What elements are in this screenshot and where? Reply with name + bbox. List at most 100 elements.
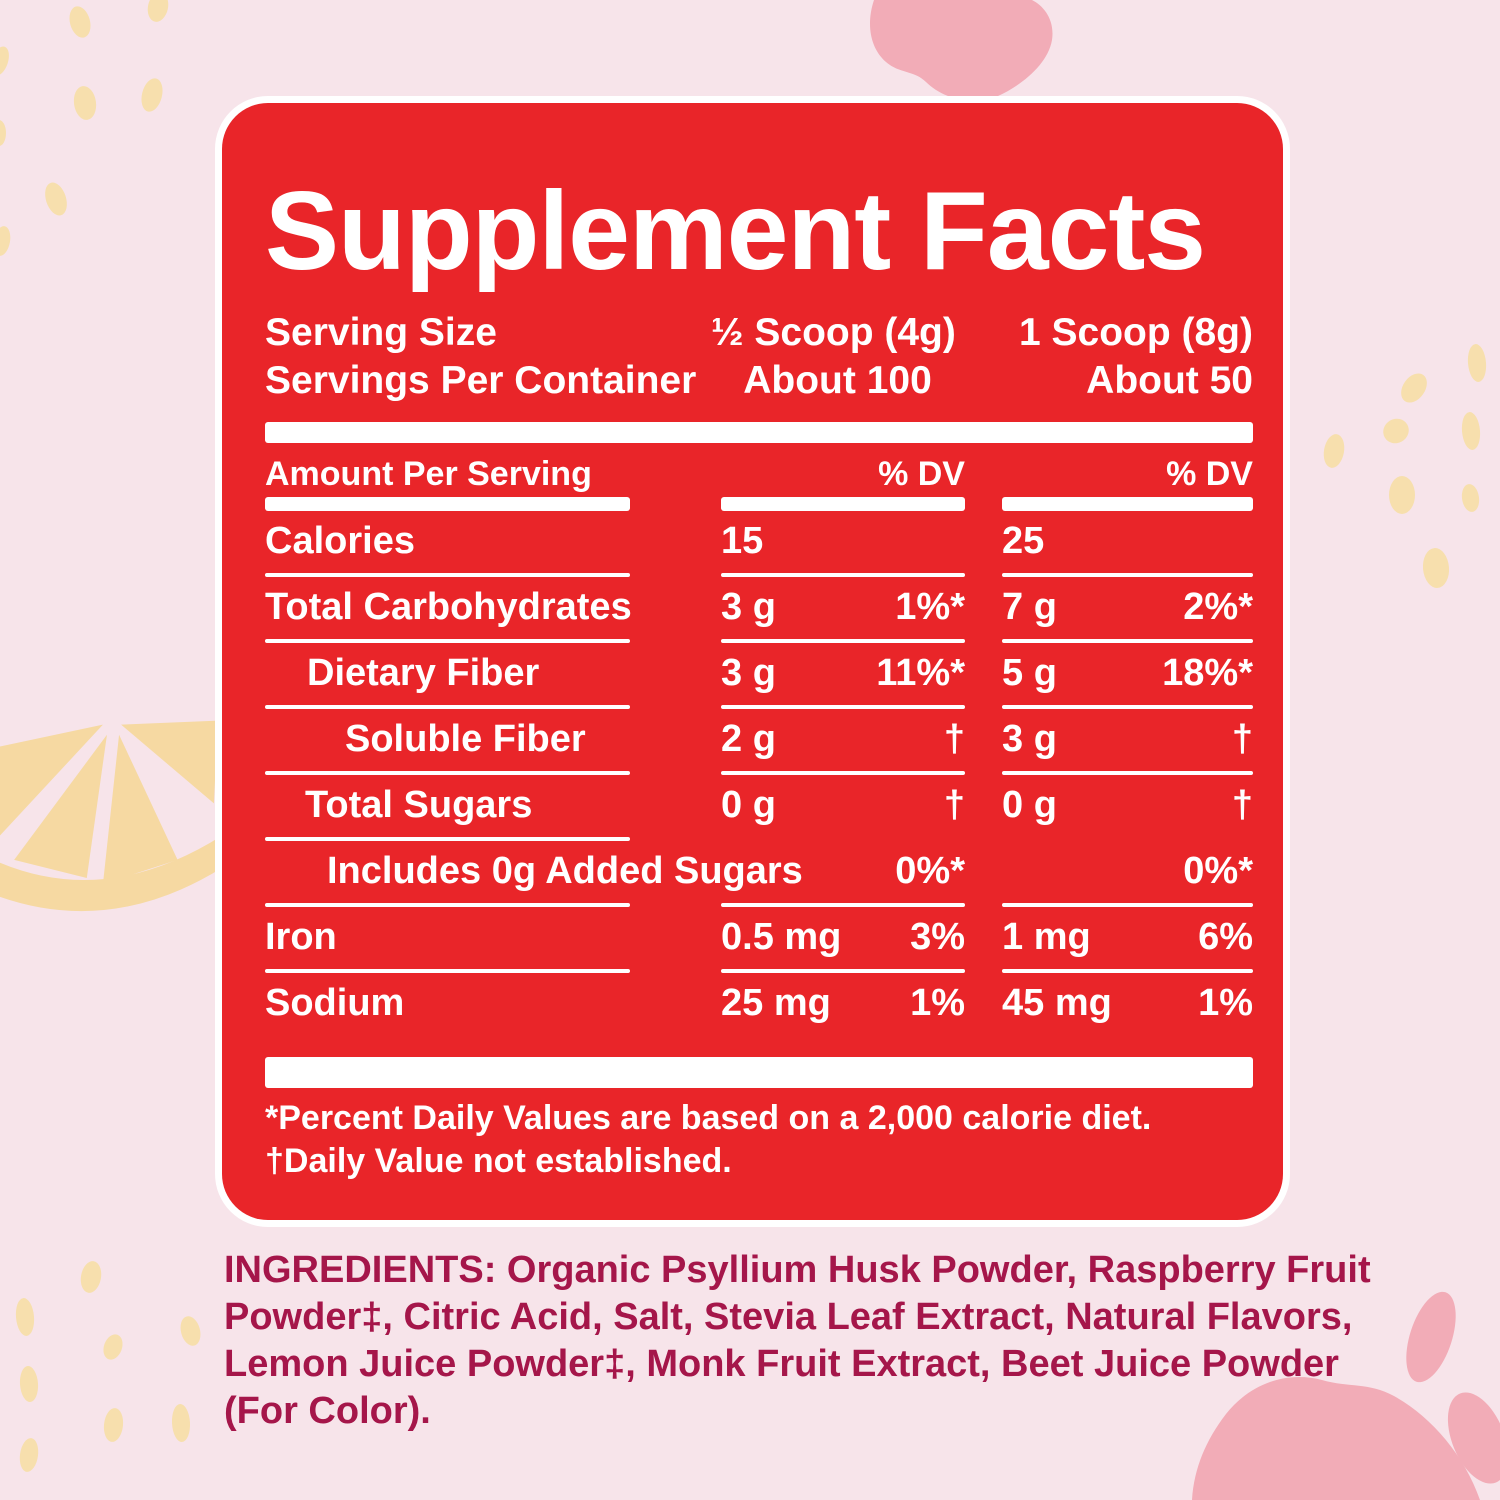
lemon-slice-icon <box>0 720 222 912</box>
separator-segment <box>265 836 630 841</box>
separator-segment <box>265 704 630 709</box>
dv-value-col2: 18%* <box>1162 652 1253 695</box>
column-gap <box>965 771 1002 775</box>
separator-segment <box>1002 770 1253 775</box>
column-gap <box>964 359 1002 403</box>
ingredients-paragraph: INGREDIENTS: Organic Psyllium Husk Powde… <box>224 1247 1371 1435</box>
dv-value-col1: 1%* <box>895 586 965 629</box>
column-gap <box>965 497 1002 511</box>
amount-value-col1: 3 g <box>721 586 776 629</box>
serving-size-label: Serving Size <box>265 310 497 354</box>
serving-column-1: 15 <box>721 520 965 563</box>
dv-value-col2: † <box>1231 718 1253 761</box>
servings-per-container-label: Servings Per Container <box>265 358 697 402</box>
column-gap <box>965 573 1002 577</box>
dot-icon <box>171 1403 191 1443</box>
dv-value-col1: 0%* <box>895 850 965 893</box>
separator-segment <box>1002 638 1253 643</box>
serving-column-2: 45 mg 1% <box>1002 982 1253 1025</box>
amount-value-col2: 0 g <box>1002 784 1057 827</box>
footnote-percent-dv: *Percent Daily Values are based on a 2,0… <box>265 1098 1152 1137</box>
dot-icon <box>78 1259 104 1295</box>
dot-icon <box>1321 432 1347 470</box>
row-separator <box>265 836 1253 841</box>
separator-segment <box>1002 572 1253 577</box>
ingredients-line: INGREDIENTS: Organic Psyllium Husk Powde… <box>224 1249 1371 1291</box>
row-separator <box>265 704 1253 709</box>
column-gap <box>630 573 721 577</box>
dot-icon <box>71 84 99 122</box>
nutrient-row: Calories 15 25 <box>265 511 1253 573</box>
separator-segment <box>265 638 630 643</box>
footnotes: *Percent Daily Values are based on a 2,0… <box>265 1097 1253 1183</box>
nutrient-row: Sodium 25 mg 1% 45 mg 1% <box>265 973 1253 1035</box>
percent-dv-header-col2: % DV <box>1166 454 1253 493</box>
serving-column-1: 2 g † <box>721 718 965 761</box>
thick-divider-bar-bottom <box>265 1056 1253 1088</box>
amount-value-col1: 15 <box>721 520 764 563</box>
raspberry-blob-top-icon <box>870 0 1053 102</box>
column-gap <box>965 705 1002 709</box>
amount-value-col2: 1 mg <box>1002 916 1091 959</box>
row-separator <box>265 968 1253 973</box>
underline-segment <box>721 496 965 511</box>
separator-segment <box>265 770 630 775</box>
column-gap <box>965 903 1002 907</box>
dv-value-col2: 0%* <box>1183 850 1253 893</box>
serving-size-one-scoop: 1 Scoop (8g) <box>1018 310 1253 354</box>
dv-value-col2: 2%* <box>1183 586 1253 629</box>
underline-segment <box>265 496 630 511</box>
separator-segment <box>265 902 630 907</box>
amount-value-col1: 25 mg <box>721 982 831 1025</box>
nutrient-name: Calories <box>265 520 415 563</box>
separator-segment <box>721 770 965 775</box>
dv-value-col1: † <box>943 784 965 827</box>
serving-column-2: 1 mg 6% <box>1002 916 1253 959</box>
servings-count-one-scoop: About 50 <box>1086 358 1253 402</box>
amount-value-col2: 3 g <box>1002 718 1057 761</box>
dot-icon <box>1378 414 1414 448</box>
amount-per-serving-header: Amount Per Serving <box>265 454 592 493</box>
serving-column-1: 3 g 11%* <box>721 652 965 695</box>
serving-column-2: 7 g 2%* <box>1002 586 1253 629</box>
separator-segment <box>265 572 630 577</box>
row-separator <box>265 572 1253 577</box>
separator-segment <box>1002 968 1253 973</box>
dv-value-col1: 1% <box>910 982 965 1025</box>
dot-icon <box>0 224 13 258</box>
separator-segment <box>721 968 965 973</box>
dot-icon <box>1466 343 1488 383</box>
dv-value-col2: 1% <box>1198 982 1253 1025</box>
serving-column-2: 25 <box>1002 520 1253 563</box>
nutrient-row: Total Sugars 0 g † 0 g † <box>265 775 1253 837</box>
nutrient-table-body: Calories 15 25 Total Carbohydrates 3 g 1%* 7 g… <box>265 511 1253 1035</box>
servings-count-half-scoop: About 100 <box>743 358 932 402</box>
separator-segment <box>721 638 965 643</box>
column-gap <box>630 969 721 973</box>
amount-value-col1: 0.5 mg <box>721 916 842 959</box>
raspberry-blob-bottom-icon <box>1192 1377 1480 1500</box>
thick-divider-bar-top <box>265 421 1253 443</box>
dot-icon <box>1395 368 1433 408</box>
supplement-facts-panel: Supplement Facts Serving Size ½ Scoop (4… <box>222 103 1283 1220</box>
separator-segment <box>265 968 630 973</box>
dot-icon <box>177 1314 204 1348</box>
dot-icon <box>1421 546 1451 590</box>
nutrient-row: Iron 0.5 mg 3% 1 mg 6% <box>265 907 1253 969</box>
amount-value-col1: 2 g <box>721 718 776 761</box>
serving-column-2: 3 g † <box>1002 718 1253 761</box>
column-gap <box>965 837 1002 841</box>
percent-dv-header-col1: % DV <box>878 454 965 493</box>
column-gap <box>965 456 1002 492</box>
nutrient-row: Soluble Fiber 2 g † 3 g † <box>265 709 1253 771</box>
serving-column-1: 25 mg 1% <box>721 982 965 1025</box>
dv-value-col2: † <box>1231 784 1253 827</box>
nutrient-name: Sodium <box>265 982 405 1025</box>
amount-value-col2: 7 g <box>1002 586 1057 629</box>
serving-size-half-scoop: ½ Scoop (4g) <box>711 310 956 354</box>
dot-icon <box>18 1365 40 1403</box>
separator-segment <box>721 704 965 709</box>
dot-icon <box>0 44 13 78</box>
dot-icon <box>102 1407 125 1443</box>
